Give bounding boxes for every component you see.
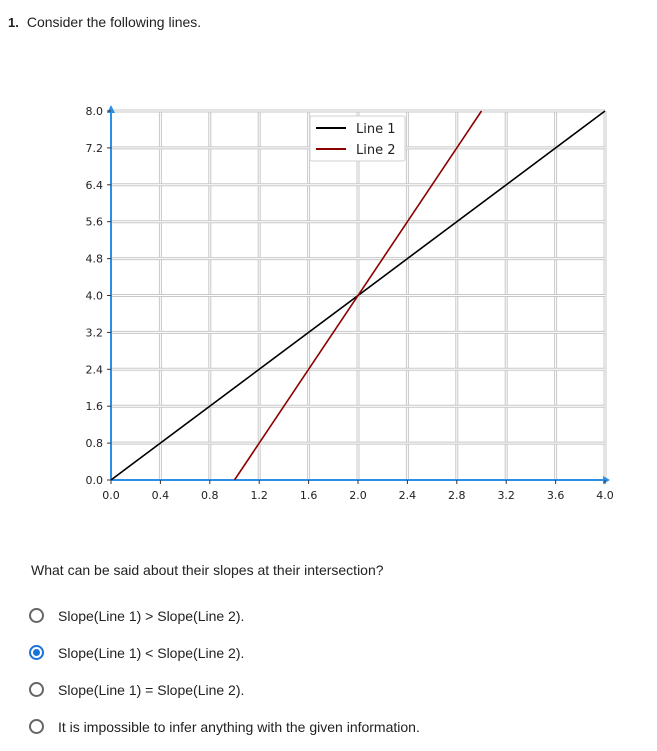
y-tick-label: 1.6 xyxy=(86,400,104,413)
y-tick-label: 0.0 xyxy=(86,474,104,487)
radio-button[interactable] xyxy=(29,719,44,734)
legend-label: Line 2 xyxy=(356,143,396,158)
y-tick-label: 0.8 xyxy=(86,437,104,450)
x-tick-label: 0.8 xyxy=(201,489,219,502)
legend-label: Line 1 xyxy=(356,122,396,137)
x-tick-label: 1.2 xyxy=(250,489,268,502)
x-tick-label: 1.6 xyxy=(300,489,318,502)
y-tick-label: 3.2 xyxy=(86,326,104,339)
answer-options: Slope(Line 1) > Slope(Line 2). Slope(Lin… xyxy=(29,597,420,745)
y-tick-label: 8.0 xyxy=(86,105,104,118)
answer-option-4[interactable]: It is impossible to infer anything with … xyxy=(29,708,420,745)
y-tick-label: 7.2 xyxy=(86,142,104,155)
x-tick-label: 4.0 xyxy=(596,489,614,502)
series-line-2 xyxy=(233,110,483,480)
legend: Line 1 Line 2 xyxy=(309,115,406,162)
answer-option-label: Slope(Line 1) = Slope(Line 2). xyxy=(58,681,245,698)
radio-button[interactable] xyxy=(29,645,44,660)
answer-option-2[interactable]: Slope(Line 1) < Slope(Line 2). xyxy=(29,634,420,671)
question-header: 1. Consider the following lines. xyxy=(8,14,201,30)
y-tick-label: 2.4 xyxy=(86,363,104,376)
radio-button[interactable] xyxy=(29,682,44,697)
x-tick-label: 0.0 xyxy=(102,489,120,502)
y-tick-label: 4.0 xyxy=(86,290,104,303)
question-prompt: Consider the following lines. xyxy=(26,14,202,30)
y-tick-label: 4.8 xyxy=(86,253,104,266)
x-tick-label: 2.0 xyxy=(349,489,367,502)
question-number: 1. xyxy=(8,15,19,30)
answer-option-3[interactable]: Slope(Line 1) = Slope(Line 2). xyxy=(29,671,420,708)
x-tick-label: 3.2 xyxy=(497,489,515,502)
lines-chart: 0.0 0.4 0.8 1.2 1.6 2.0 2.4 2.8 3.2 3.6 4.0 0.0 0.8 1… xyxy=(86,105,614,502)
answer-option-label: Slope(Line 1) > Slope(Line 2). xyxy=(58,607,245,624)
y-tick-label: 6.4 xyxy=(86,179,104,192)
answer-option-label: It is impossible to infer anything with … xyxy=(58,718,420,735)
answer-option-1[interactable]: Slope(Line 1) > Slope(Line 2). xyxy=(29,597,420,634)
y-axis-arrow-icon xyxy=(107,105,115,113)
answer-option-label: Slope(Line 1) < Slope(Line 2). xyxy=(58,644,245,661)
x-tick-label: 2.8 xyxy=(448,489,466,502)
y-tick-label: 5.6 xyxy=(86,216,104,229)
x-tick-label: 0.4 xyxy=(152,489,170,502)
x-tick-label: 2.4 xyxy=(399,489,417,502)
slope-question: What can be said about their slopes at t… xyxy=(31,562,384,578)
radio-button[interactable] xyxy=(29,608,44,623)
x-tick-label: 3.6 xyxy=(547,489,565,502)
